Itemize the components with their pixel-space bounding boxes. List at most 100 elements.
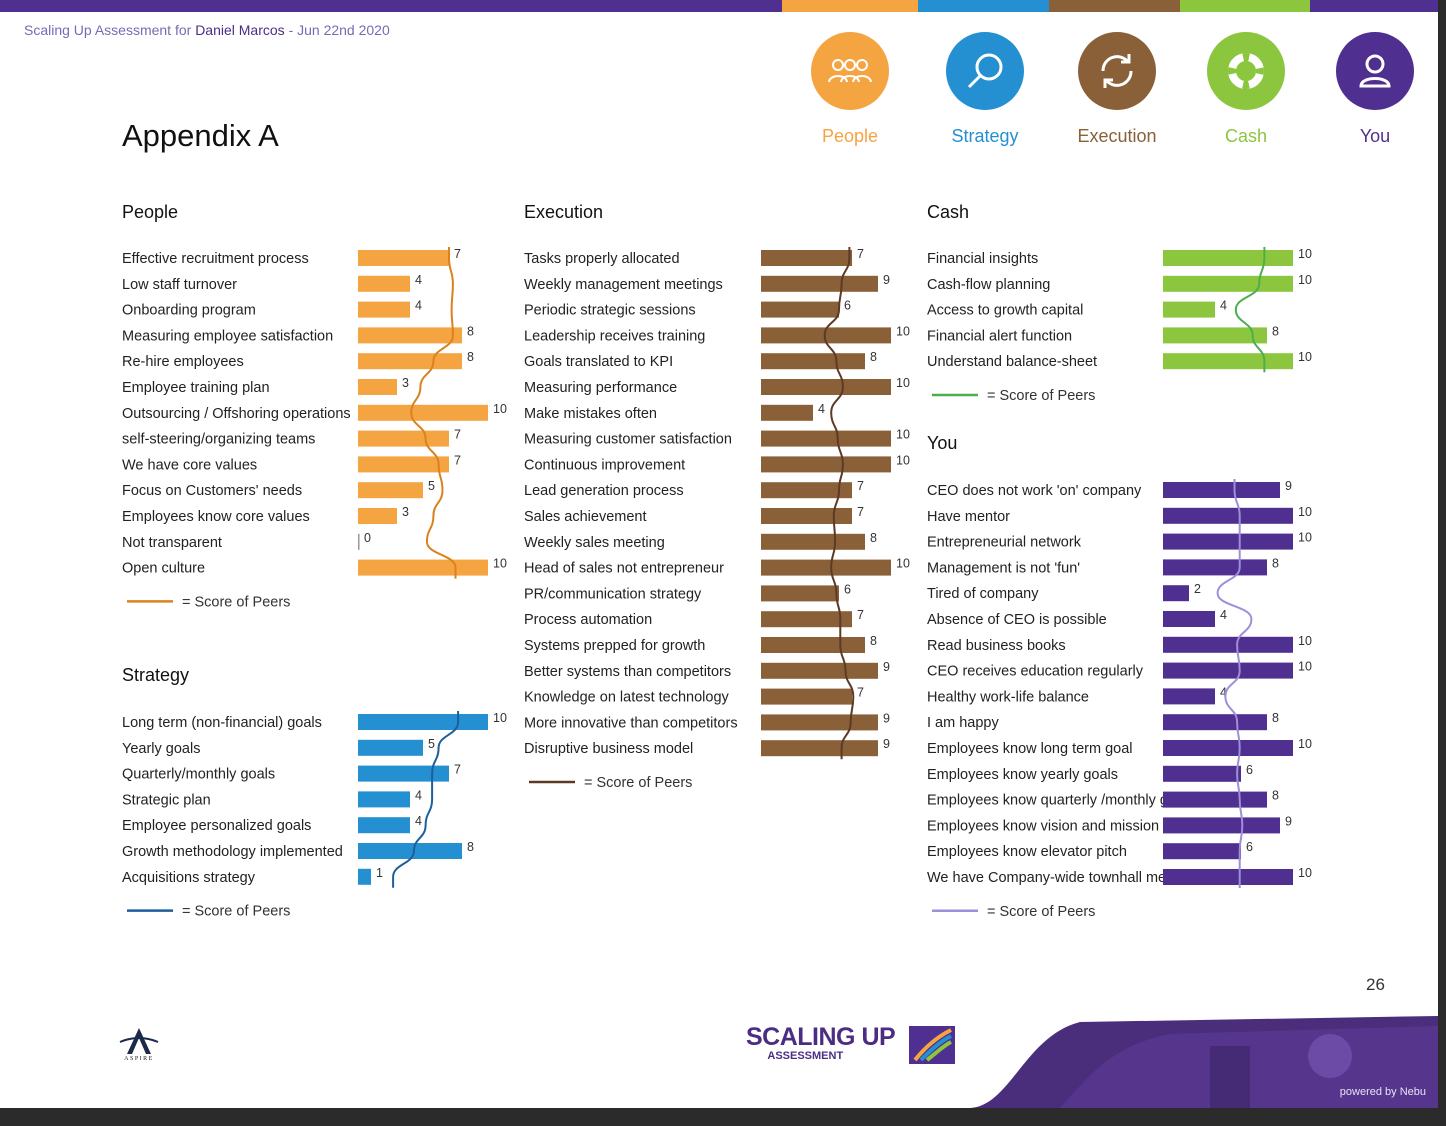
row-label: Measuring employee satisfaction (122, 328, 333, 344)
score-bar (761, 301, 839, 318)
value-label: 8 (1272, 324, 1279, 338)
legend-label: = Score of Peers (584, 775, 692, 791)
row-label: More innovative than competitors (524, 715, 738, 731)
score-bar (761, 559, 891, 576)
score-bar (358, 404, 488, 421)
value-label: 5 (428, 737, 435, 751)
value-label: 10 (896, 376, 910, 390)
row-label: Re-hire employees (122, 354, 244, 370)
row-label: Entrepreneurial network (927, 535, 1082, 551)
row-label: Head of sales not entrepreneur (524, 561, 724, 577)
score-bar (358, 791, 410, 808)
score-bar (761, 740, 878, 757)
value-label: 8 (870, 634, 877, 648)
value-label: 4 (415, 299, 422, 313)
score-bar (358, 868, 371, 885)
score-bar (1163, 301, 1215, 318)
section-title: Cash (927, 202, 969, 222)
score-bar (761, 585, 839, 602)
score-bar (358, 430, 449, 447)
value-label: 7 (857, 247, 864, 261)
row-label: Financial alert function (927, 328, 1072, 344)
footer-photo-banner (970, 1016, 1438, 1108)
row-label: Tired of company (927, 586, 1039, 602)
value-label: 6 (1246, 763, 1253, 777)
value-label: 10 (1298, 660, 1312, 674)
row-label: Better systems than competitors (524, 664, 731, 680)
top-color-bar (0, 0, 1438, 12)
category-execution[interactable]: Execution (1072, 32, 1162, 147)
row-label: Focus on Customers' needs (122, 483, 302, 499)
row-label: CEO receives education regularly (927, 664, 1144, 680)
value-label: 8 (1272, 711, 1279, 725)
row-label: Quarterly/monthly goals (122, 767, 275, 783)
category-people[interactable]: People (805, 32, 895, 147)
score-bar (1163, 714, 1267, 731)
row-label: Long term (non-financial) goals (122, 715, 322, 731)
row-label: Knowledge on latest technology (524, 690, 730, 706)
score-bar (761, 714, 878, 731)
score-bar (761, 379, 891, 395)
score-bar (358, 714, 488, 730)
peer-score-line (1216, 479, 1253, 888)
score-bar (1163, 533, 1293, 550)
page: Scaling Up Assessment for Daniel Marcos … (0, 0, 1438, 1108)
value-label: 6 (1246, 840, 1253, 854)
value-label: 9 (883, 737, 890, 751)
legend-label: = Score of Peers (182, 594, 290, 610)
score-bar (1163, 327, 1267, 344)
magnifier-icon (946, 32, 1024, 110)
section-title: People (122, 202, 178, 222)
value-label: 10 (1298, 531, 1312, 545)
assessment-header: Scaling Up Assessment for Daniel Marcos … (24, 22, 390, 38)
score-bar (358, 275, 410, 292)
score-bar (1163, 688, 1215, 705)
score-bar (1163, 869, 1293, 885)
value-label: 3 (402, 505, 409, 519)
value-label: 10 (896, 557, 910, 571)
score-bar (358, 353, 462, 370)
header-name: Daniel Marcos (195, 22, 285, 38)
lifebuoy-icon (1207, 32, 1285, 110)
score-bar (761, 482, 852, 499)
value-label: 8 (1272, 789, 1279, 803)
row-label: Employees know yearly goals (927, 767, 1118, 783)
category-label: Execution (1077, 126, 1157, 146)
value-label: 7 (857, 686, 864, 700)
chart-execution: Execution Tasks properly allocated 7 Weekly… (524, 202, 910, 791)
header-date: - Jun 22nd 2020 (288, 22, 390, 38)
score-bar (761, 662, 878, 679)
score-bar (358, 301, 410, 318)
row-label: Periodic strategic sessions (524, 303, 696, 319)
row-label: We have core values (122, 457, 257, 473)
score-bar (1163, 817, 1280, 834)
row-label: Employees know quarterly /monthly goals (927, 793, 1195, 809)
value-label: 10 (1298, 866, 1312, 880)
logo-main: SCALING UP (746, 1023, 896, 1051)
value-label: 9 (883, 711, 890, 725)
row-label: Measuring customer satisfaction (524, 432, 732, 448)
category-you[interactable]: You (1330, 32, 1420, 147)
value-label: 4 (415, 814, 422, 828)
value-label: 0 (364, 531, 371, 545)
score-bar (1163, 559, 1267, 576)
row-label: Have mentor (927, 509, 1010, 525)
value-label: 7 (454, 428, 461, 442)
category-strategy[interactable]: Strategy (940, 32, 1030, 147)
score-bar (1163, 740, 1293, 756)
category-cash[interactable]: Cash (1201, 32, 1291, 147)
score-bar (358, 379, 397, 395)
score-bar (358, 250, 449, 266)
legend-label: = Score of Peers (987, 388, 1095, 404)
peer-score-line (1234, 247, 1266, 373)
row-label: Lead generation process (524, 483, 684, 499)
peer-score-line (410, 247, 457, 579)
score-bar (761, 327, 891, 344)
value-label: 6 (844, 582, 851, 596)
score-bar (1163, 843, 1241, 860)
row-label: Process automation (524, 612, 652, 628)
category-label: People (821, 126, 879, 146)
value-label: 10 (1298, 634, 1312, 648)
chart-you: You CEO does not work 'on' company 9 Have m… (927, 433, 1312, 920)
value-label: 4 (818, 402, 825, 416)
